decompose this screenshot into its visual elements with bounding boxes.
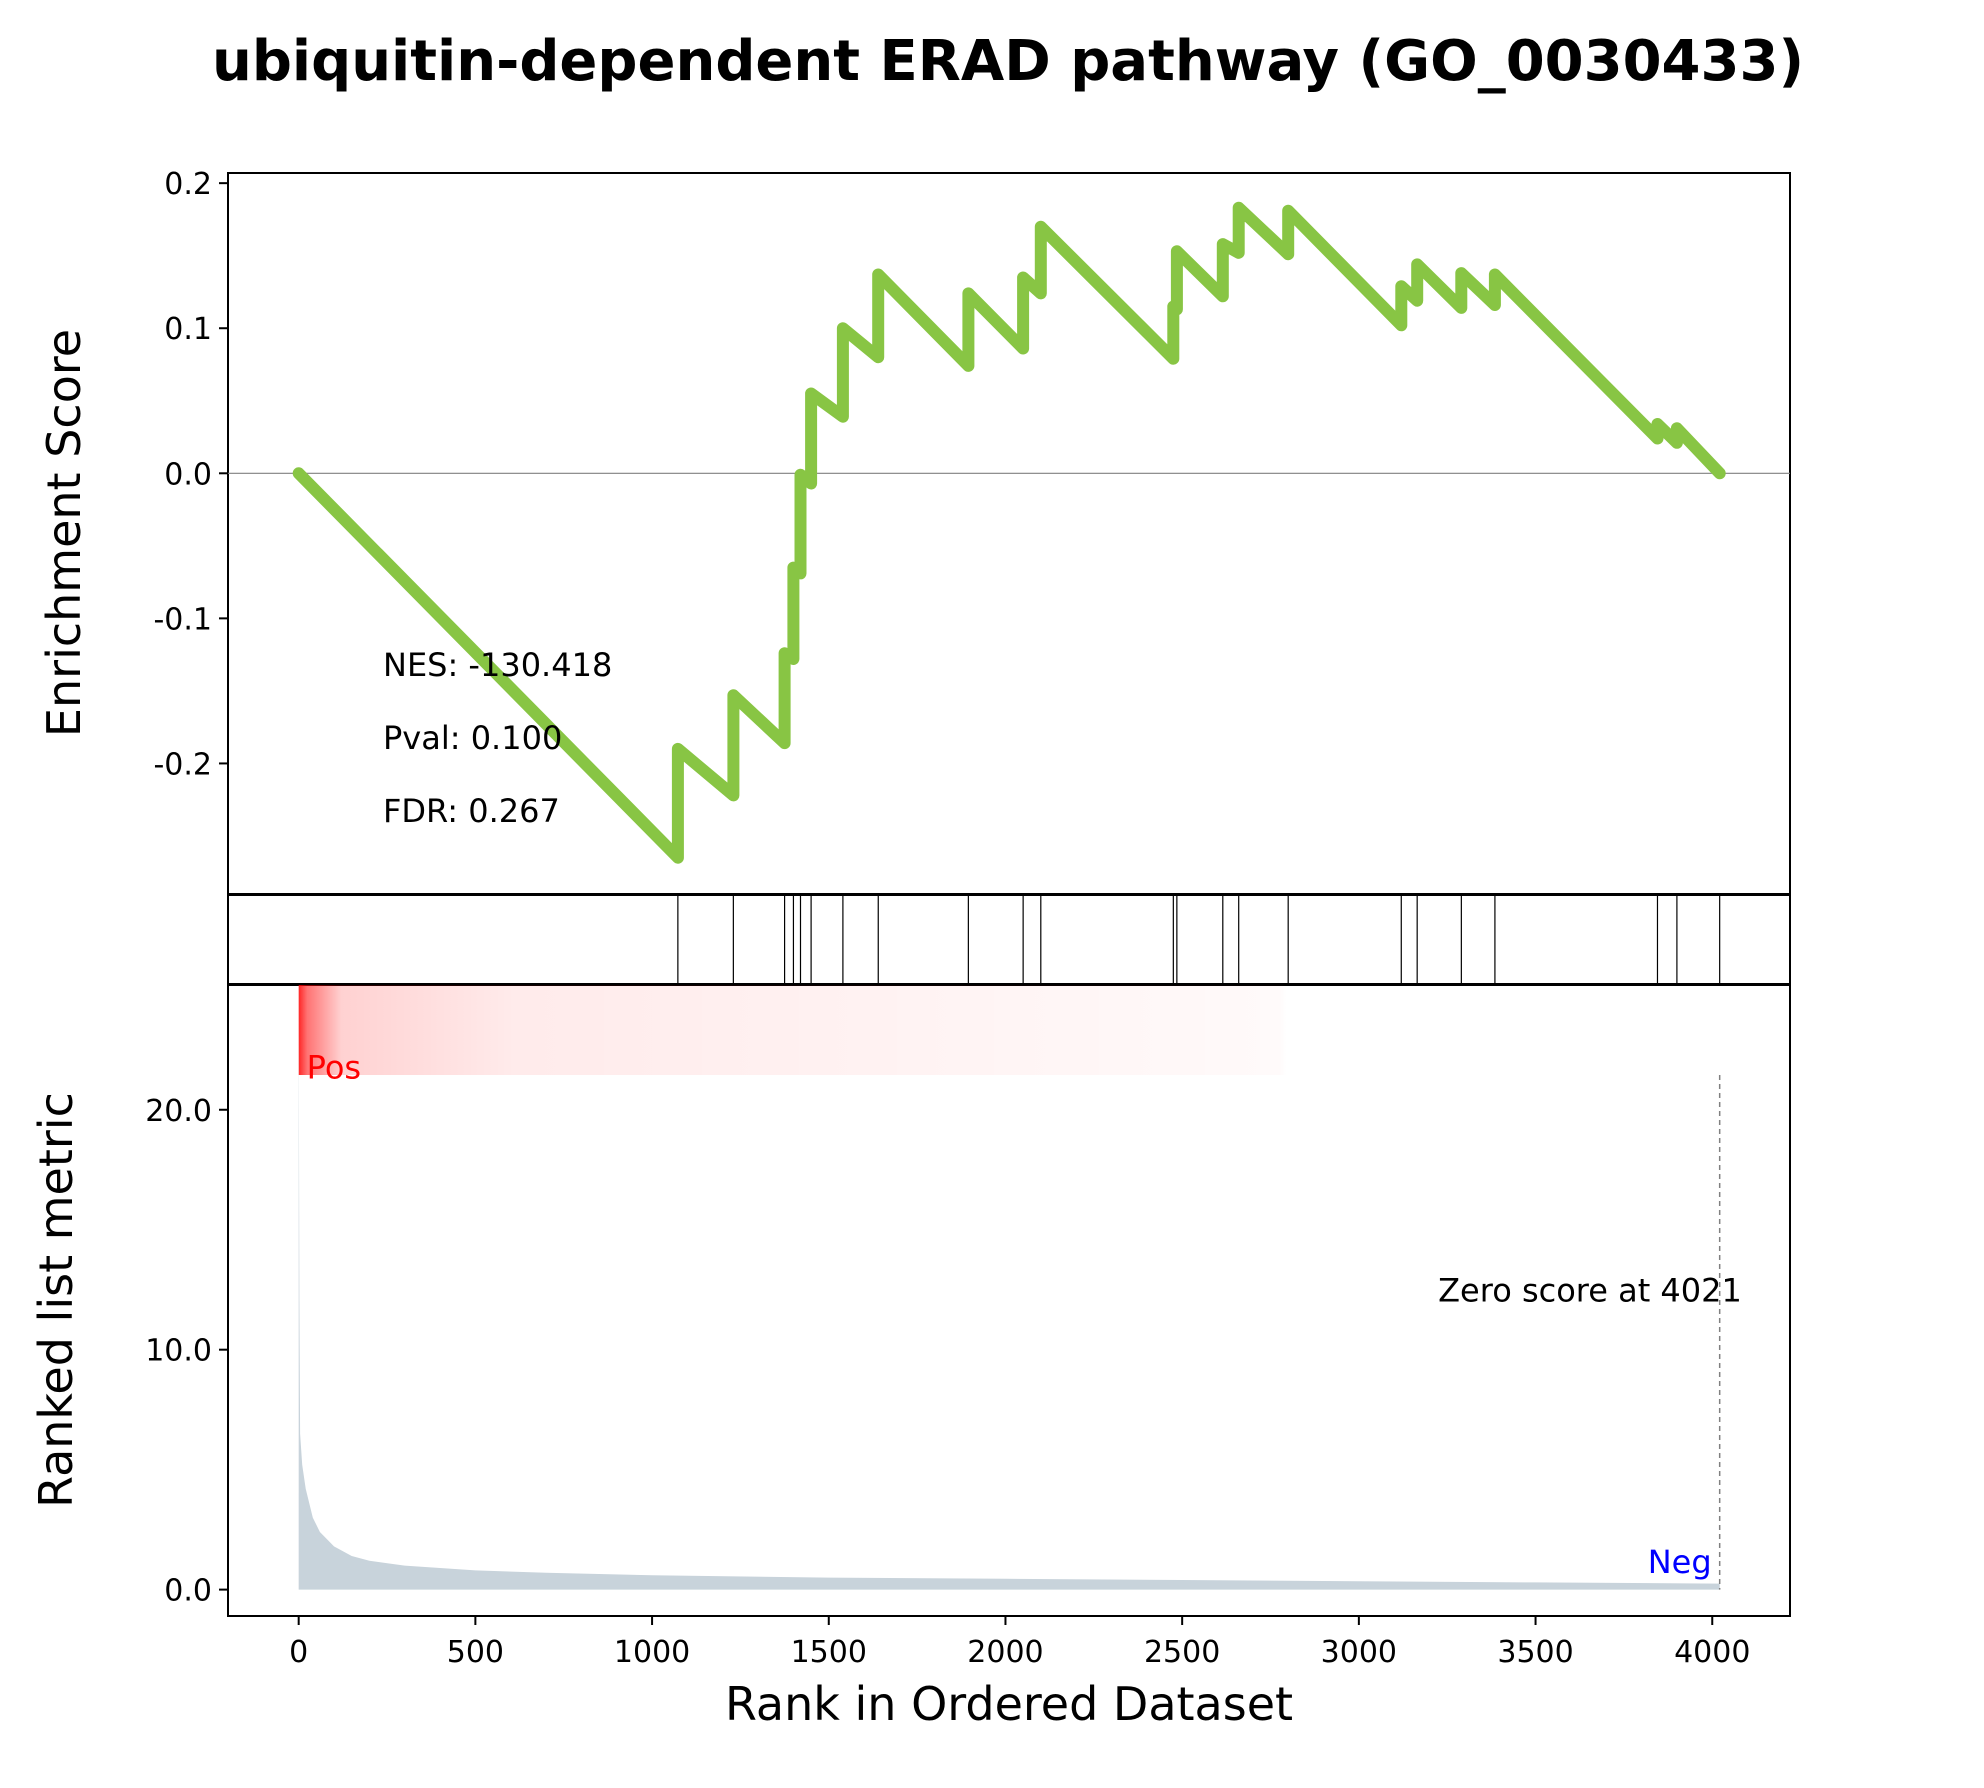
es-y-tick-label: 0.1 xyxy=(164,312,212,347)
x-ticks: 0 500 1000 1500 2000 2500 3000 3500 4000 xyxy=(289,1616,1750,1670)
metric-ylabel: Ranked list metric xyxy=(29,1092,83,1508)
es-y-tick-label: 0.0 xyxy=(164,457,212,492)
metric-y-ticks: 20.0 10.0 0.0 xyxy=(145,1094,228,1609)
x-tick-label: 4000 xyxy=(1674,1635,1750,1670)
x-axis-label: Rank in Ordered Dataset xyxy=(725,1677,1293,1731)
x-tick-label: 3000 xyxy=(1321,1635,1397,1670)
pval-annotation: Pval: 0.100 xyxy=(383,719,562,757)
es-y-tick-label: -0.1 xyxy=(153,602,212,637)
metric-y-tick-label: 20.0 xyxy=(145,1094,212,1129)
neg-label: Neg xyxy=(1648,1543,1712,1581)
metric-plot-area xyxy=(227,984,1791,1617)
es-ylabel: Enrichment Score xyxy=(37,329,91,737)
chart-title: ubiquitin-dependent ERAD pathway (GO_003… xyxy=(212,29,1804,94)
fdr-annotation: FDR: 0.267 xyxy=(383,792,560,830)
enrichment-score-panel: 0.2 0.1 0.0 -0.1 -0.2 Enrichment Score NES: … xyxy=(37,167,1791,895)
x-tick-label: 1500 xyxy=(791,1635,867,1670)
es-plot-area xyxy=(227,172,1791,895)
x-tick-label: 3500 xyxy=(1497,1635,1573,1670)
es-series-line xyxy=(292,201,1726,864)
rank-heat-strip xyxy=(298,985,1720,1075)
x-tick-label: 2000 xyxy=(967,1635,1043,1670)
x-tick-label: 0 xyxy=(289,1635,308,1670)
metric-y-tick-label: 10.0 xyxy=(145,1334,212,1369)
metric-y-tick-label: 0.0 xyxy=(164,1574,212,1609)
es-y-tick-label: 0.2 xyxy=(164,167,212,202)
hit-lines xyxy=(677,895,1721,984)
es-y-tick-label: -0.2 xyxy=(153,747,212,782)
hit-plot-area xyxy=(227,894,1791,985)
ranked-metric-panel: Zero score at 4021 Pos Neg 20.0 10.0 0.0 0… xyxy=(29,984,1791,1731)
es-y-ticks: 0.2 0.1 0.0 -0.1 -0.2 xyxy=(153,167,228,782)
x-tick-label: 1000 xyxy=(614,1635,690,1670)
x-tick-label: 2500 xyxy=(1144,1635,1220,1670)
x-tick-label: 500 xyxy=(447,1635,504,1670)
nes-annotation: NES: -130.418 xyxy=(383,646,612,684)
zero-score-annotation: Zero score at 4021 xyxy=(1438,1272,1742,1310)
pos-label: Pos xyxy=(307,1049,361,1087)
hit-panel xyxy=(227,894,1791,985)
